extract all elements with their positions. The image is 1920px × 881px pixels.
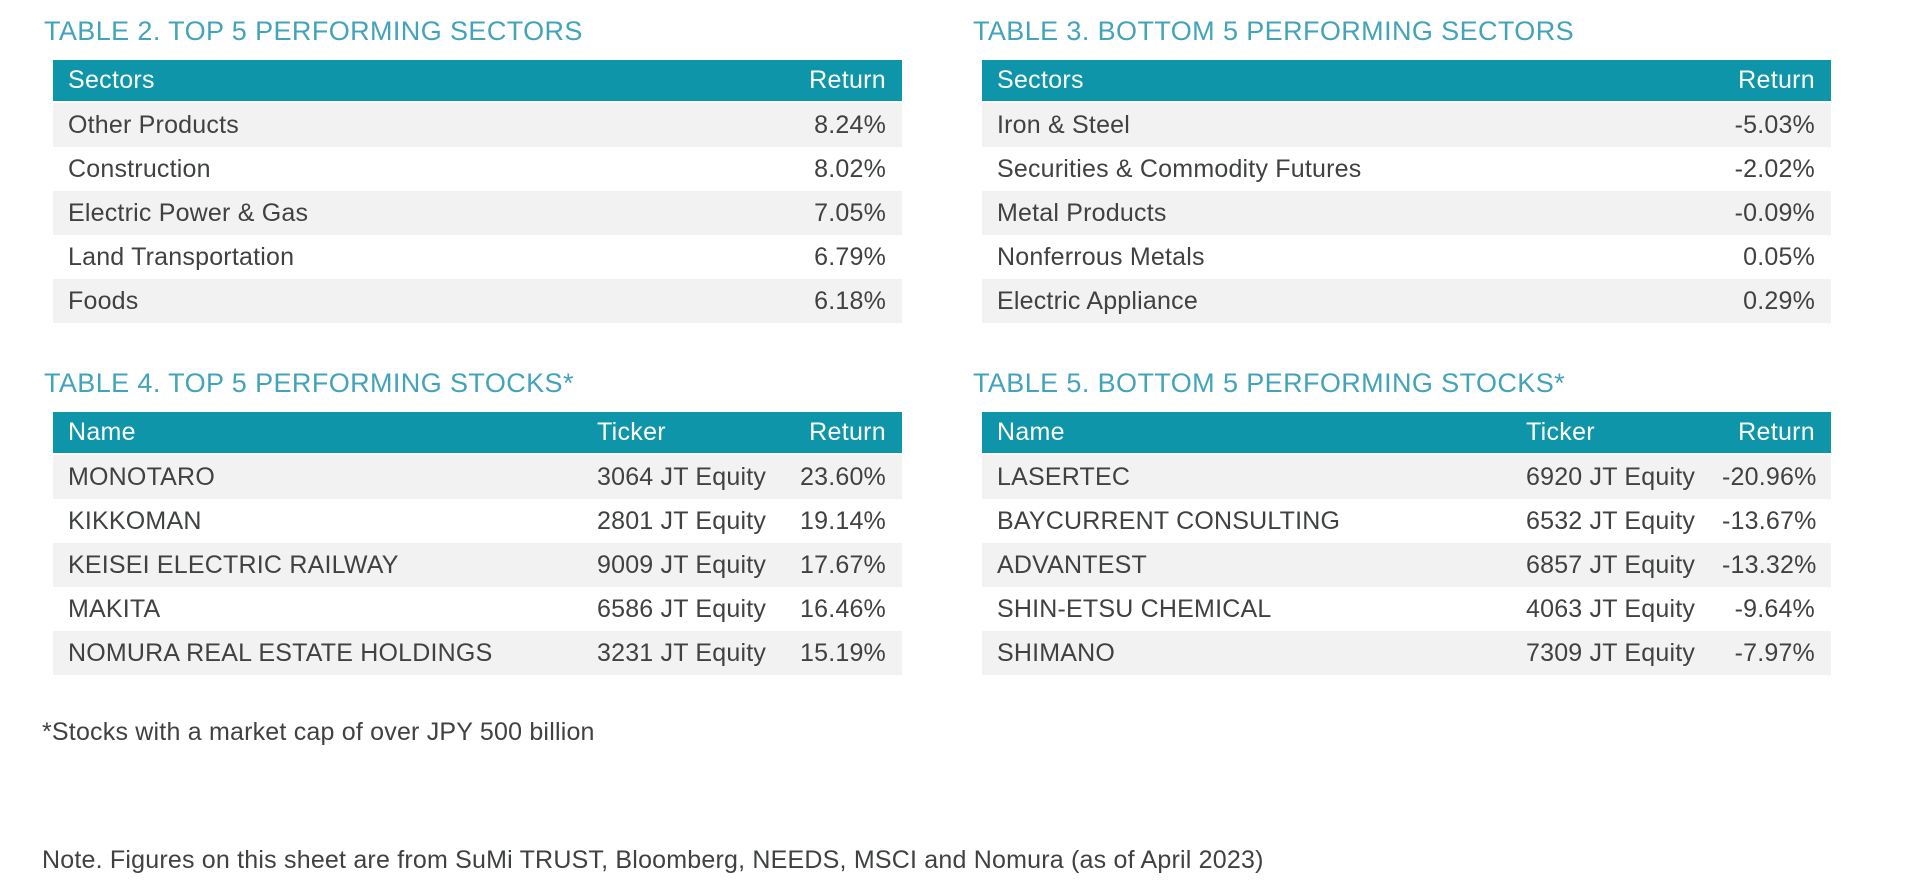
- table-cell-name: KIKKOMAN: [68, 506, 202, 535]
- table-row: Electric Appliance 0.29%: [982, 279, 1831, 323]
- table-cell-ticker: 6857 JT Equity: [1526, 550, 1696, 579]
- column-header-name: Name: [982, 412, 1526, 455]
- column-header-ticker: Ticker: [597, 412, 793, 455]
- table-cell-ticker: 4063 JT Equity: [1526, 594, 1696, 623]
- top-sectors-section: TABLE 2. TOP 5 PERFORMING SECTORS Sector…: [44, 14, 910, 323]
- table-cell-name: SHIMANO: [997, 638, 1116, 667]
- column-header-name: Name: [53, 412, 597, 455]
- bottom-stocks-section: TABLE 5. BOTTOM 5 PERFORMING STOCKS* Nam…: [973, 366, 1839, 675]
- table-cell-return: 7.05%: [814, 198, 886, 227]
- table-row: SHIN-ETSU CHEMICAL 4063 JT Equity -9.64%: [982, 587, 1831, 631]
- table-cell-return: -20.96%: [1722, 462, 1817, 491]
- table-cell-return: 0.29%: [1743, 286, 1815, 315]
- table-row: BAYCURRENT CONSULTING 6532 JT Equity -13.6…: [982, 499, 1831, 543]
- table-cell-return: 6.18%: [814, 286, 886, 315]
- table-cell-name: Electric Appliance: [997, 286, 1198, 315]
- table-cell-name: Construction: [68, 154, 211, 183]
- table-cell-ticker: 6920 JT Equity: [1526, 462, 1696, 491]
- table-cell-name: Land Transportation: [68, 242, 295, 271]
- table-row: MAKITA 6586 JT Equity 16.46%: [53, 587, 902, 631]
- table-cell-name: Securities & Commodity Futures: [997, 154, 1362, 183]
- table-row: LASERTEC 6920 JT Equity -20.96%: [982, 454, 1831, 499]
- table-cell-ticker: 3231 JT Equity: [597, 638, 767, 667]
- column-header-return: Return: [703, 60, 902, 103]
- table-row: KEISEI ELECTRIC RAILWAY 9009 JT Equity 17.…: [53, 543, 902, 587]
- table-cell-return: -5.03%: [1734, 110, 1815, 139]
- table-row: Other Products 8.24%: [53, 102, 902, 147]
- table-header-row: Name Ticker Return: [982, 412, 1831, 455]
- table-cell-return: -2.02%: [1734, 154, 1815, 183]
- table-cell-return: 8.02%: [814, 154, 886, 183]
- table-row: Securities & Commodity Futures -2.02%: [982, 147, 1831, 191]
- table-title: TABLE 5. BOTTOM 5 PERFORMING STOCKS*: [973, 368, 1566, 398]
- table-cell-return: -9.64%: [1734, 594, 1815, 623]
- table-cell-return: -0.09%: [1734, 198, 1815, 227]
- table-cell-ticker: 6586 JT Equity: [597, 594, 767, 623]
- table-cell-name: SHIN-ETSU CHEMICAL: [997, 594, 1272, 623]
- top-stocks-section: TABLE 4. TOP 5 PERFORMING STOCKS* Name T…: [44, 366, 910, 675]
- table-cell-name: NOMURA REAL ESTATE HOLDINGS: [68, 638, 493, 667]
- table-cell-name: Metal Products: [997, 198, 1167, 227]
- table-row: Iron & Steel -5.03%: [982, 102, 1831, 147]
- bottom-sectors-table: Sectors Return Iron & Steel -5.03% Securit…: [982, 60, 1831, 323]
- table-cell-name: ADVANTEST: [997, 550, 1147, 579]
- column-header-sectors: Sectors: [982, 60, 1632, 103]
- column-header-ticker: Ticker: [1526, 412, 1722, 455]
- top-sectors-table: Sectors Return Other Products 8.24% Constr…: [53, 60, 902, 323]
- source-note: Note. Figures on this sheet are from SuM…: [42, 846, 1264, 874]
- table-header-row: Sectors Return: [982, 60, 1831, 103]
- table-cell-name: Nonferrous Metals: [997, 242, 1205, 271]
- table-cell-return: 19.14%: [800, 506, 886, 535]
- table-row: SHIMANO 7309 JT Equity -7.97%: [982, 631, 1831, 675]
- table-cell-name: MAKITA: [68, 594, 161, 623]
- column-header-sectors: Sectors: [53, 60, 703, 103]
- table-cell-ticker: 2801 JT Equity: [597, 506, 767, 535]
- table-cell-name: Foods: [68, 286, 139, 315]
- table-title: TABLE 4. TOP 5 PERFORMING STOCKS*: [44, 368, 574, 398]
- table-cell-name: KEISEI ELECTRIC RAILWAY: [68, 550, 399, 579]
- table-cell-ticker: 9009 JT Equity: [597, 550, 767, 579]
- table-cell-name: LASERTEC: [997, 462, 1131, 491]
- table-cell-ticker: 6532 JT Equity: [1526, 506, 1696, 535]
- table-row: ADVANTEST 6857 JT Equity -13.32%: [982, 543, 1831, 587]
- top-stocks-table: Name Ticker Return MONOTARO 3064 JT Equit…: [53, 412, 902, 675]
- table-row: KIKKOMAN 2801 JT Equity 19.14%: [53, 499, 902, 543]
- table-header-row: Sectors Return: [53, 60, 902, 103]
- table-cell-return: 15.19%: [800, 638, 886, 667]
- table-cell-return: 17.67%: [800, 550, 886, 579]
- table-cell-name: MONOTARO: [68, 462, 215, 491]
- column-header-return: Return: [793, 412, 902, 455]
- bottom-sectors-section: TABLE 3. BOTTOM 5 PERFORMING SECTORS Sec…: [973, 14, 1839, 323]
- table-cell-return: -13.32%: [1722, 550, 1817, 579]
- table-cell-return: 16.46%: [800, 594, 886, 623]
- table-row: MONOTARO 3064 JT Equity 23.60%: [53, 454, 902, 499]
- table-cell-name: Other Products: [68, 110, 239, 139]
- table-cell-name: Iron & Steel: [997, 110, 1131, 139]
- bottom-stocks-table: Name Ticker Return LASERTEC 6920 JT Equit…: [982, 412, 1831, 675]
- table-row: Nonferrous Metals 0.05%: [982, 235, 1831, 279]
- table-row: Electric Power & Gas 7.05%: [53, 191, 902, 235]
- table-row: Foods 6.18%: [53, 279, 902, 323]
- table-title: TABLE 3. BOTTOM 5 PERFORMING SECTORS: [973, 16, 1575, 46]
- table-title: TABLE 2. TOP 5 PERFORMING SECTORS: [44, 16, 583, 46]
- table-row: NOMURA REAL ESTATE HOLDINGS 3231 JT Equit…: [53, 631, 902, 675]
- table-cell-ticker: 7309 JT Equity: [1526, 638, 1696, 667]
- table-cell-return: -7.97%: [1734, 638, 1815, 667]
- table-cell-return: -13.67%: [1722, 506, 1817, 535]
- column-header-return: Return: [1722, 412, 1831, 455]
- table-header-row: Name Ticker Return: [53, 412, 902, 455]
- table-cell-return: 23.60%: [800, 462, 886, 491]
- table-cell-return: 0.05%: [1743, 242, 1815, 271]
- table-row: Metal Products -0.09%: [982, 191, 1831, 235]
- table-cell-return: 8.24%: [814, 110, 886, 139]
- table-row: Land Transportation 6.79%: [53, 235, 902, 279]
- table-row: Construction 8.02%: [53, 147, 902, 191]
- table-cell-name: BAYCURRENT CONSULTING: [997, 506, 1341, 535]
- table-cell-name: Electric Power & Gas: [68, 198, 309, 227]
- market-cap-footnote: *Stocks with a market cap of over JPY 50…: [42, 718, 595, 746]
- table-cell-ticker: 3064 JT Equity: [597, 462, 767, 491]
- table-cell-return: 6.79%: [814, 242, 886, 271]
- column-header-return: Return: [1632, 60, 1831, 103]
